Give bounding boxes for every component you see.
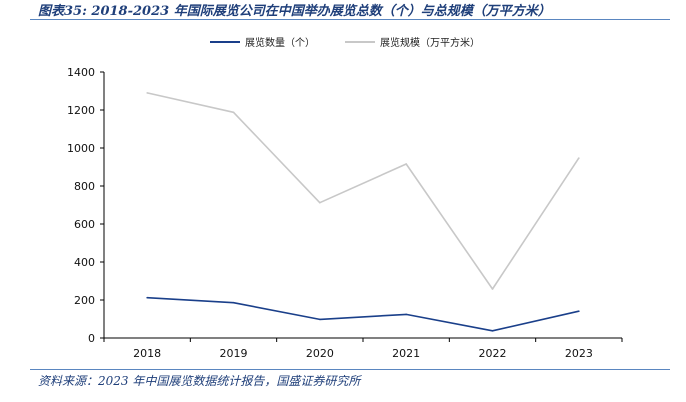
figure-title: 图表35: 2018-2023 年国际展览公司在中国举办展览总数（个）与总规模（… <box>38 4 551 19</box>
legend: 展览数量（个） 展览规模（万平方米） <box>210 36 480 49</box>
y-tick-label: 1200 <box>67 104 95 117</box>
title-rule <box>30 19 670 20</box>
x-tick-label: 2019 <box>220 347 248 360</box>
legend-label-series-1: 展览规模（万平方米） <box>380 36 480 49</box>
y-tick-label: 600 <box>74 218 95 231</box>
y-tick-label: 800 <box>74 180 95 193</box>
data-point-series-0 <box>405 313 407 316</box>
x-tick-label: 2018 <box>133 347 161 360</box>
source-note: 资料来源：2023 年中国展览数据统计报告，国盛证券研究所 <box>38 374 361 388</box>
series-line-0 <box>147 296 579 332</box>
data-point-series-0 <box>319 318 321 321</box>
y-tick-label: 400 <box>74 256 95 269</box>
data-point-series-1 <box>232 111 235 114</box>
y-tick-label: 1400 <box>67 66 95 79</box>
data-point-series-1 <box>146 92 148 94</box>
legend-label-series-0: 展览数量（个） <box>245 36 315 49</box>
x-tick-label: 2023 <box>565 347 593 360</box>
x-tick-label: 2021 <box>392 347 420 360</box>
data-point-series-0 <box>578 310 580 313</box>
source-rule <box>30 369 670 370</box>
data-point-series-0 <box>146 296 148 299</box>
plot-area: 0 200 400 600 800 1000 1200 1400 2018 2019 2020 202… <box>67 66 623 360</box>
data-point-series-1 <box>491 288 494 290</box>
data-point-series-1 <box>405 163 407 165</box>
y-tick-label: 1000 <box>67 142 95 155</box>
data-point-series-1 <box>578 157 580 159</box>
data-point-series-0 <box>232 301 235 304</box>
x-tick-label: 2022 <box>479 347 507 360</box>
data-point-series-0 <box>491 329 494 332</box>
series-line-1 <box>147 92 580 290</box>
y-tick-label: 200 <box>74 294 95 307</box>
x-tick-label: 2020 <box>306 347 334 360</box>
data-point-series-1 <box>319 201 321 204</box>
y-tick-label: 0 <box>88 332 95 345</box>
